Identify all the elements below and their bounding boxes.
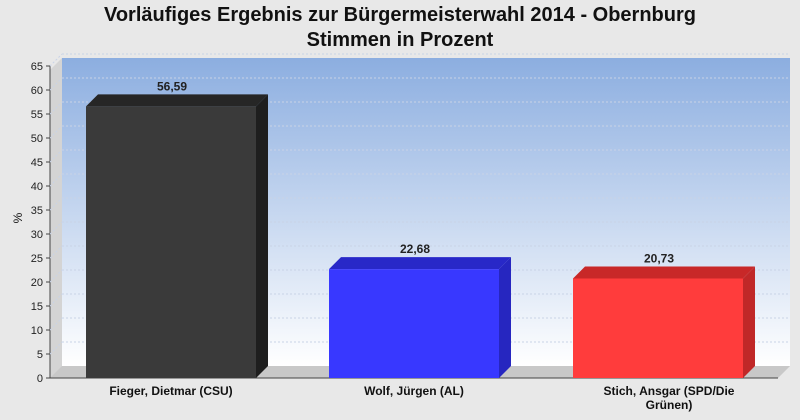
grid-line bbox=[49, 77, 63, 91]
grid-line bbox=[49, 221, 63, 235]
chart-title: Vorläufiges Ergebnis zur Bürgermeisterwa… bbox=[103, 4, 696, 26]
x-tick-label: Fieger, Dietmar (CSU) bbox=[109, 384, 232, 398]
x-tick-label: Grünen) bbox=[646, 398, 693, 412]
grid-line bbox=[49, 125, 63, 139]
grid-line bbox=[49, 53, 63, 67]
chart-subtitle: Stimmen in Prozent bbox=[306, 29, 494, 51]
y-tick-label: 15 bbox=[31, 301, 43, 313]
y-tick-label: 0 bbox=[37, 373, 43, 385]
grid-line bbox=[49, 197, 63, 211]
y-tick-label: 20 bbox=[31, 277, 43, 289]
bar bbox=[86, 106, 256, 379]
data-label: 20,73 bbox=[644, 251, 674, 265]
bar-top bbox=[329, 257, 511, 270]
grid-line bbox=[49, 293, 63, 307]
bar-side bbox=[743, 266, 755, 378]
y-tick-label: 35 bbox=[31, 205, 43, 217]
bar-top bbox=[573, 266, 755, 279]
grid-line bbox=[49, 173, 63, 187]
data-label: 22,68 bbox=[400, 242, 430, 256]
y-tick-label: 10 bbox=[31, 325, 43, 337]
grid-line bbox=[49, 317, 63, 331]
bar-side bbox=[256, 94, 268, 379]
y-tick-label: 45 bbox=[31, 157, 43, 169]
bar bbox=[329, 269, 499, 378]
bar-top bbox=[86, 94, 268, 107]
grid-line bbox=[49, 269, 63, 283]
data-label: 56,59 bbox=[157, 79, 187, 93]
grid-line bbox=[49, 149, 63, 163]
x-tick-label: Stich, Ansgar (SPD/Die bbox=[604, 384, 735, 398]
y-tick-label: 60 bbox=[31, 85, 43, 97]
y-tick-label: 40 bbox=[31, 181, 43, 193]
y-tick-label: 30 bbox=[31, 229, 43, 241]
y-tick-label: 65 bbox=[31, 61, 43, 73]
bar bbox=[573, 278, 743, 378]
y-axis-label: % bbox=[11, 212, 25, 223]
y-tick-label: 50 bbox=[31, 133, 43, 145]
y-tick-label: 5 bbox=[37, 349, 43, 361]
x-tick-label: Wolf, Jürgen (AL) bbox=[364, 384, 464, 398]
grid-line bbox=[49, 101, 63, 115]
grid-line bbox=[49, 341, 63, 355]
y-tick-label: 25 bbox=[31, 253, 43, 265]
grid-line bbox=[49, 245, 63, 259]
y-tick-label: 55 bbox=[31, 109, 43, 121]
bar-side bbox=[499, 257, 511, 378]
